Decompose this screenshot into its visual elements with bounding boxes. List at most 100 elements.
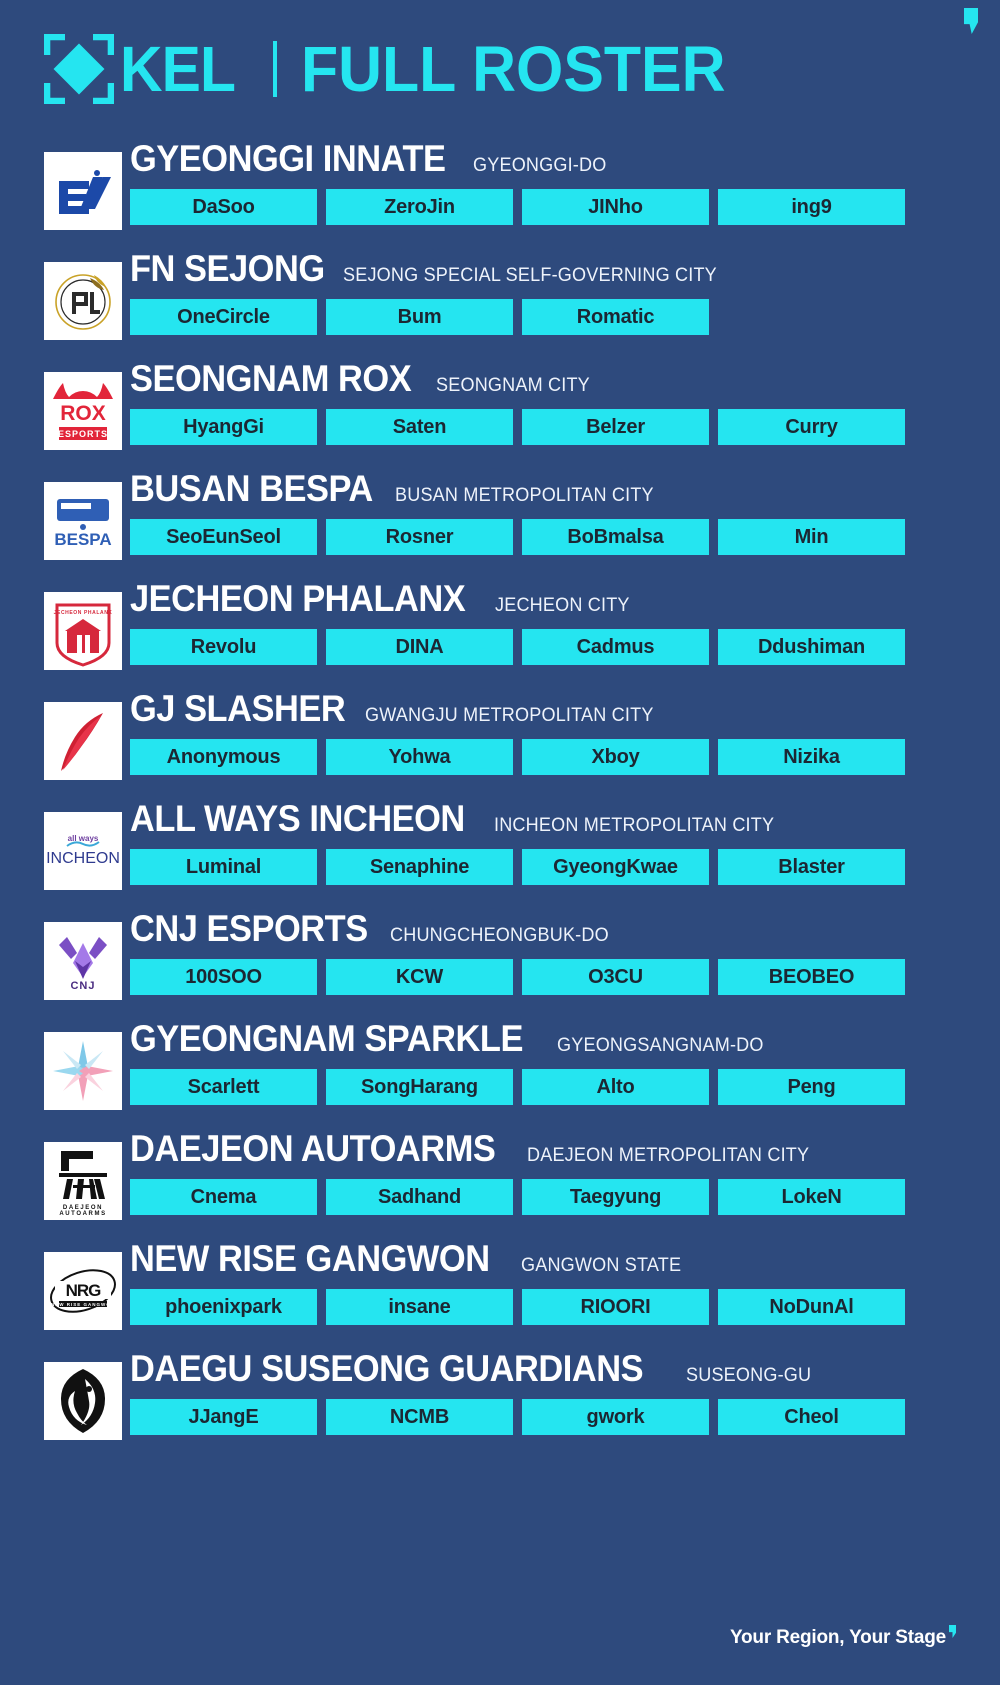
- team-name: ALL WAYS INCHEON: [130, 798, 465, 839]
- player-chip[interactable]: JINho: [522, 189, 709, 225]
- svg-text:INCHEON: INCHEON: [46, 850, 120, 867]
- footer: Your Region, Your Stage: [730, 1625, 956, 1649]
- footer-tick-icon: [949, 1625, 956, 1638]
- team-row: ROX ESPORTS SEONGNAM ROX SEONGNAM CITY Hyang…: [44, 358, 956, 462]
- gyeonggi-innate-logo: [44, 152, 122, 230]
- player-chip[interactable]: Cheol: [718, 1399, 905, 1435]
- team-header: CNJ ESPORTS CHUNGCHEONGBUK-DO: [130, 908, 956, 956]
- team-name: NEW RISE GANGWON: [130, 1238, 490, 1279]
- player-chip[interactable]: JJangE: [130, 1399, 317, 1435]
- team-row: CNJ CNJ ESPORTS CHUNGCHEONGBUK-DO 100SOO KCW…: [44, 908, 956, 1012]
- player-chip[interactable]: BEOBEO: [718, 959, 905, 995]
- player-chip[interactable]: Revolu: [130, 629, 317, 665]
- player-chip[interactable]: Taegyung: [522, 1179, 709, 1215]
- player-chip[interactable]: Curry: [718, 409, 905, 445]
- player-chip[interactable]: Senaphine: [326, 849, 513, 885]
- player-chip[interactable]: Peng: [718, 1069, 905, 1105]
- page-title: FULL ROSTER: [301, 33, 726, 105]
- team-header: GJ SLASHER GWANGJU METROPOLITAN CITY: [130, 688, 956, 736]
- player-chip[interactable]: GyeongKwae: [522, 849, 709, 885]
- player-chip[interactable]: Luminal: [130, 849, 317, 885]
- new-rise-gangwon-logo: NRG NEW RISE GANGWON: [44, 1252, 122, 1330]
- team-details: GYEONGGI INNATE GYEONGGI-DO DaSoo ZeroJin JI…: [130, 138, 956, 225]
- svg-text:all ways: all ways: [68, 834, 99, 843]
- player-chip[interactable]: insane: [326, 1289, 513, 1325]
- svg-text:ROX: ROX: [60, 402, 106, 425]
- team-name: BUSAN BESPA: [130, 468, 373, 509]
- player-chip[interactable]: Min: [718, 519, 905, 555]
- player-chip[interactable]: NCMB: [326, 1399, 513, 1435]
- team-row: GYEONGGI INNATE GYEONGGI-DO DaSoo ZeroJin JI…: [44, 138, 956, 242]
- player-chip[interactable]: Bum: [326, 299, 513, 335]
- player-chip[interactable]: Xboy: [522, 739, 709, 775]
- team-region: BUSAN METROPOLITAN CITY: [395, 485, 654, 506]
- player-chip[interactable]: Yohwa: [326, 739, 513, 775]
- player-chip[interactable]: Rosner: [326, 519, 513, 555]
- all-ways-incheon-logo: all ways INCHEON: [44, 812, 122, 890]
- svg-text:JECHEON PHALANX: JECHEON PHALANX: [54, 610, 113, 616]
- team-region: SEJONG SPECIAL SELF-GOVERNING CITY: [343, 265, 718, 286]
- player-chip[interactable]: SongHarang: [326, 1069, 513, 1105]
- team-details: SEONGNAM ROX SEONGNAM CITY HyangGi Saten Bel…: [130, 358, 956, 445]
- player-list: Anonymous Yohwa Xboy Nizika: [130, 739, 956, 775]
- player-chip[interactable]: BoBmalsa: [522, 519, 709, 555]
- player-chip[interactable]: O3CU: [522, 959, 709, 995]
- player-chip[interactable]: LokeN: [718, 1179, 905, 1215]
- player-chip[interactable]: Romatic: [522, 299, 709, 335]
- player-chip[interactable]: Saten: [326, 409, 513, 445]
- player-chip[interactable]: Cnema: [130, 1179, 317, 1215]
- team-row: all ways INCHEON ALL WAYS INCHEON INCHEON M…: [44, 798, 956, 902]
- player-chip[interactable]: Nizika: [718, 739, 905, 775]
- team-details: FN SEJONG SEJONG SPECIAL SELF-GOVERNING C…: [130, 248, 956, 335]
- team-details: GJ SLASHER GWANGJU METROPOLITAN CITY Anony…: [130, 688, 956, 775]
- player-chip[interactable]: ZeroJin: [326, 189, 513, 225]
- player-chip[interactable]: Alto: [522, 1069, 709, 1105]
- team-header: JECHEON PHALANX JECHEON CITY: [130, 578, 956, 626]
- team-header: GYEONGGI INNATE GYEONGGI-DO: [130, 138, 956, 186]
- team-region: DAEJEON METROPOLITAN CITY: [526, 1145, 810, 1166]
- team-region: GWANGJU METROPOLITAN CITY: [365, 705, 654, 726]
- player-list: phoenixpark insane RIOORI NoDunAl: [130, 1289, 956, 1325]
- player-chip[interactable]: OneCircle: [130, 299, 317, 335]
- team-header: DAEGU SUSEONG GUARDIANS SUSEONG-GU: [130, 1348, 956, 1396]
- svg-text:ESPORTS: ESPORTS: [58, 429, 108, 439]
- player-chip[interactable]: NoDunAl: [718, 1289, 905, 1325]
- team-details: GYEONGNAM SPARKLE GYEONGSANGNAM-DO Scarlet…: [130, 1018, 956, 1105]
- busan-bespa-logo: BESPA: [44, 482, 122, 560]
- gj-slasher-logo: [44, 702, 122, 780]
- player-chip[interactable]: ing9: [718, 189, 905, 225]
- team-region: CHUNGCHEONGBUK-DO: [389, 925, 609, 946]
- team-header: BUSAN BESPA BUSAN METROPOLITAN CITY: [130, 468, 956, 516]
- player-chip[interactable]: Scarlett: [130, 1069, 317, 1105]
- team-name: DAEGU SUSEONG GUARDIANS: [130, 1348, 644, 1389]
- team-details: NEW RISE GANGWON GANGWON STATE phoenixpark…: [130, 1238, 956, 1325]
- player-chip[interactable]: gwork: [522, 1399, 709, 1435]
- player-chip[interactable]: Sadhand: [326, 1179, 513, 1215]
- page-header: KEL FULL ROSTER: [0, 0, 1000, 138]
- player-list: OneCircle Bum Romatic: [130, 299, 956, 335]
- team-row: DAEJEON AUTOARMS DAEJEON AUTOARMS DAEJEON M…: [44, 1128, 956, 1232]
- player-chip[interactable]: SeoEunSeol: [130, 519, 317, 555]
- svg-text:NEW RISE GANGWON: NEW RISE GANGWON: [51, 1302, 115, 1307]
- player-list: 100SOO KCW O3CU BEOBEO: [130, 959, 956, 995]
- player-chip[interactable]: 100SOO: [130, 959, 317, 995]
- player-chip[interactable]: DaSoo: [130, 189, 317, 225]
- player-chip[interactable]: HyangGi: [130, 409, 317, 445]
- player-chip[interactable]: phoenixpark: [130, 1289, 317, 1325]
- svg-text:BESPA: BESPA: [54, 530, 111, 549]
- team-name: FN SEJONG: [130, 248, 325, 289]
- player-chip[interactable]: Belzer: [522, 409, 709, 445]
- player-chip[interactable]: Ddushiman: [718, 629, 905, 665]
- player-chip[interactable]: KCW: [326, 959, 513, 995]
- player-chip[interactable]: Cadmus: [522, 629, 709, 665]
- team-row: BESPA BUSAN BESPA BUSAN METROPOLITAN CITY S…: [44, 468, 956, 572]
- player-chip[interactable]: Blaster: [718, 849, 905, 885]
- team-header: NEW RISE GANGWON GANGWON STATE: [130, 1238, 956, 1286]
- team-name: SEONGNAM ROX: [130, 358, 412, 399]
- player-chip[interactable]: RIOORI: [522, 1289, 709, 1325]
- team-region: SEONGNAM CITY: [436, 375, 591, 396]
- player-chip[interactable]: DINA: [326, 629, 513, 665]
- player-chip[interactable]: Anonymous: [130, 739, 317, 775]
- team-name: GJ SLASHER: [130, 688, 346, 729]
